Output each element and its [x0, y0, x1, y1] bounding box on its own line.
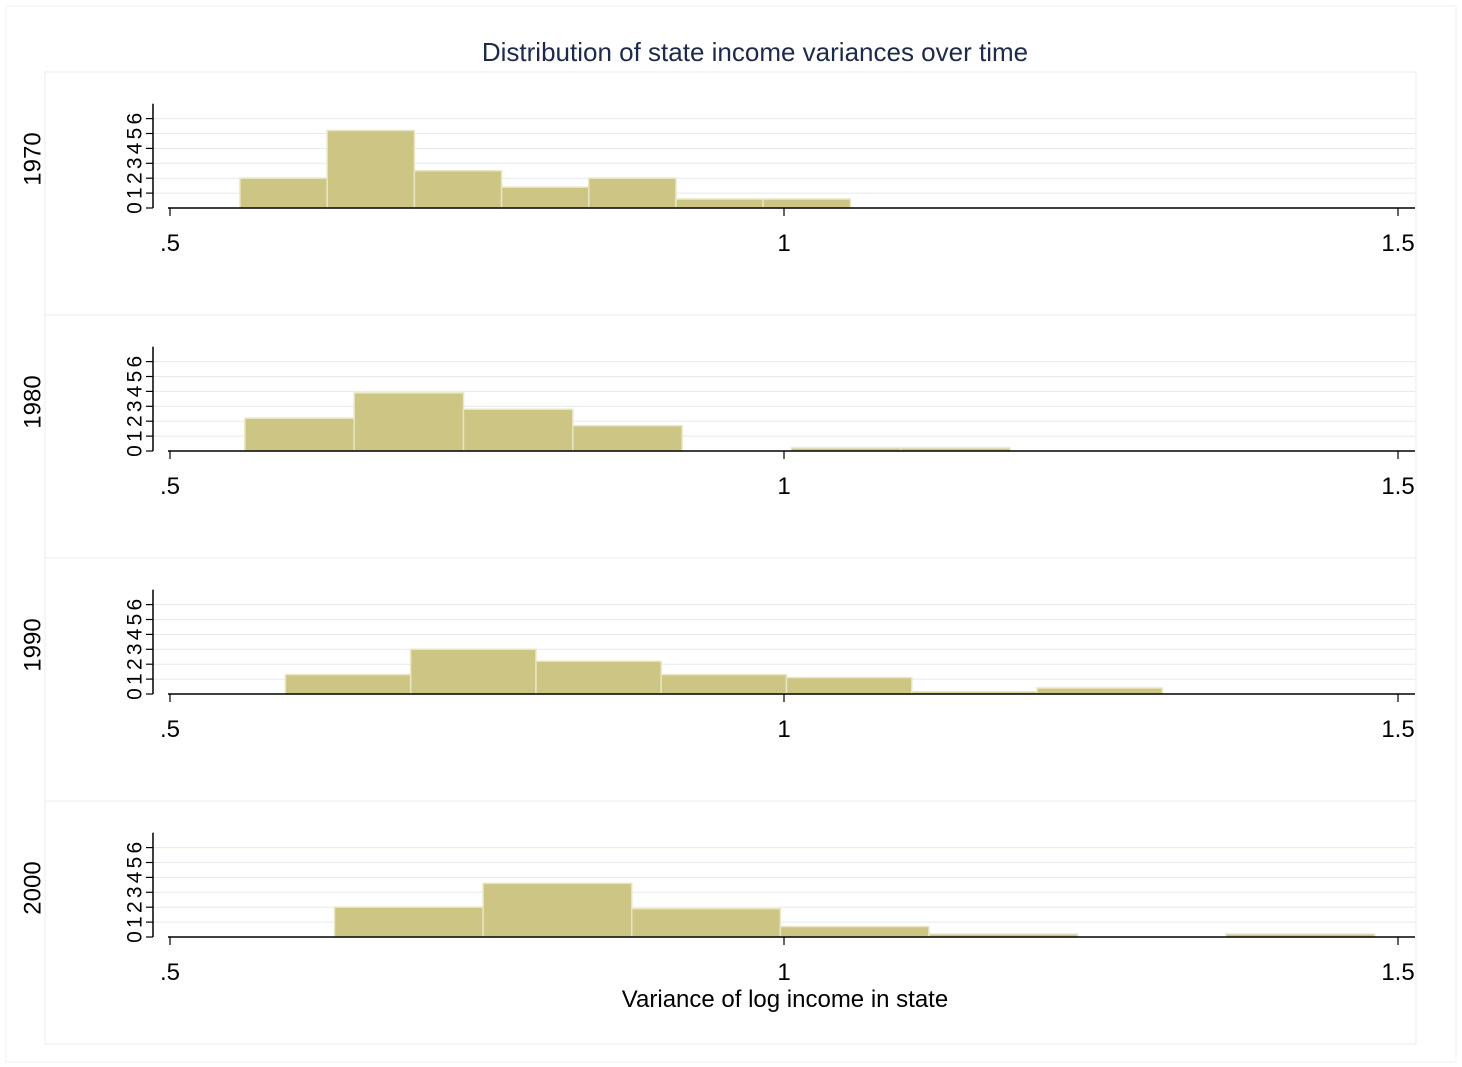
- histogram-bar: [239, 177, 328, 209]
- y-tick-label: 1: [124, 673, 147, 685]
- x-tick-label: 1: [777, 473, 790, 500]
- x-tick-label: 1.5: [1381, 959, 1414, 986]
- y-tick-label: 4: [124, 142, 147, 154]
- panel-label: 2000: [20, 861, 47, 914]
- y-tick-label: 1: [124, 430, 147, 442]
- panel-label: 1980: [20, 375, 47, 428]
- histogram-bar: [762, 198, 852, 209]
- x-tick-label: 1.5: [1381, 473, 1414, 500]
- histogram-bar: [326, 129, 416, 209]
- histogram-bar: [333, 906, 484, 938]
- panel-border: [44, 800, 1417, 1045]
- y-tick-label: 6: [124, 842, 147, 854]
- panel-label: 1990: [20, 618, 47, 671]
- x-tick-label: .5: [160, 959, 180, 986]
- x-tick-label: 1: [777, 716, 790, 743]
- histogram-bar: [284, 673, 412, 695]
- y-tick-label: 4: [124, 385, 147, 397]
- histogram-bar: [587, 177, 677, 209]
- y-tick-label: 5: [124, 371, 147, 383]
- y-tick-label: 3: [124, 886, 147, 898]
- panel-1970: 0 1 2 3 4 5 6 .5 1 1.5 1970: [20, 71, 1417, 316]
- y-tick-label: 4: [124, 628, 147, 640]
- y-tick-label: 0: [124, 202, 147, 214]
- y-tick-label: 4: [124, 871, 147, 883]
- x-tick-label: .5: [160, 716, 180, 743]
- histogram-bar: [1036, 687, 1163, 695]
- y-tick-label: 2: [124, 415, 147, 427]
- histogram-bar: [462, 408, 574, 452]
- chart-title: Distribution of state income variances o…: [482, 37, 1028, 67]
- x-tick-label: 1.5: [1381, 230, 1414, 257]
- x-axis-title: Variance of log income in state: [622, 986, 948, 1013]
- histogram-bar: [409, 648, 537, 695]
- y-tick-label: 0: [124, 445, 147, 457]
- y-tick-label: 3: [124, 157, 147, 169]
- y-tick-label: 2: [124, 901, 147, 913]
- y-tick-label: 3: [124, 643, 147, 655]
- y-tick-label: 5: [124, 128, 147, 140]
- y-tick-label: 2: [124, 172, 147, 184]
- y-tick-label: 6: [124, 113, 147, 125]
- histogram-bar: [535, 660, 662, 695]
- y-tick-label: 3: [124, 400, 147, 412]
- x-tick-label: 1: [777, 959, 790, 986]
- panel-1990: 0 1 2 3 4 5 6 .5 1 1.5 1990: [20, 557, 1417, 802]
- histogram-bar: [353, 392, 465, 452]
- y-tick-label: 0: [124, 931, 147, 943]
- x-tick-label: .5: [160, 473, 180, 500]
- y-tick-label: 1: [124, 187, 147, 199]
- y-tick-label: 6: [124, 356, 147, 368]
- histogram-bar: [660, 673, 788, 695]
- x-tick-label: 1: [777, 230, 790, 257]
- histogram-bar: [779, 925, 930, 938]
- y-tick-label: 5: [124, 614, 147, 626]
- x-tick-label: .5: [160, 230, 180, 257]
- panel-label: 1970: [20, 132, 47, 185]
- histogram-bar: [482, 882, 633, 938]
- histogram-bar: [630, 907, 782, 938]
- histogram-bar: [244, 417, 355, 452]
- x-tick-label: 1.5: [1381, 716, 1414, 743]
- y-tick-label: 1: [124, 916, 147, 928]
- panel-2000: 0 1 2 3 4 5 6 .5 1 1.5 2000: [20, 800, 1417, 1045]
- histogram-bar: [785, 676, 913, 695]
- y-tick-label: 6: [124, 599, 147, 611]
- y-tick-label: 0: [124, 688, 147, 700]
- y-tick-label: 2: [124, 658, 147, 670]
- histogram-bar: [413, 170, 503, 209]
- figure-outer-border: [5, 5, 1457, 1063]
- histogram-bar: [675, 198, 764, 209]
- panel-1980: 0 1 2 3 4 5 6 .5 1 1.5 1980: [20, 314, 1417, 559]
- histogram-bar: [500, 186, 590, 209]
- y-tick-label: 5: [124, 857, 147, 869]
- histogram-bar: [572, 424, 683, 452]
